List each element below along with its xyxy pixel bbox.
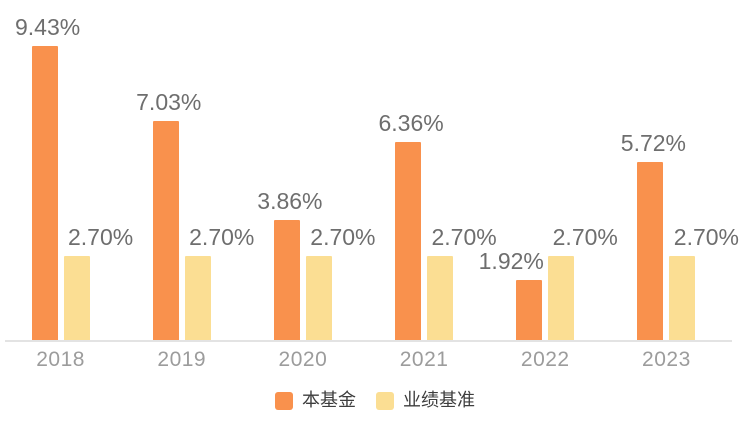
legend: 本基金 业绩基准 [0,389,750,413]
fund-value-label: 5.72% [620,129,687,156]
benchmark-bar [63,255,90,340]
fund-value-label: 1.92% [478,248,544,275]
fund-bar [637,161,664,340]
benchmark-bar [669,255,696,340]
plot-area: 9.43% 2.70% 7.03% 2.70% 3.86% 2.70% 6.36% 2.70%… [5,13,739,342]
x-axis-tick-label: 2022 [520,348,570,371]
x-axis-tick-label: 2018 [36,348,85,371]
legend-label: 业绩基准 [403,390,475,411]
fund-value-label: 9.43% [14,13,81,40]
benchmark-value-label: 2.70% [673,223,740,250]
benchmark-value-label: 2.70% [189,223,255,250]
legend-label: 本基金 [302,390,356,411]
fund-bar [31,45,58,340]
legend-item-fund: 本基金 [275,390,356,412]
x-axis-tick-label: 2019 [157,348,207,371]
fund-value-label: 3.86% [257,187,323,214]
benchmark-bar [548,255,575,340]
fund-value-label: 6.36% [378,109,444,136]
fund-bar [273,219,300,340]
benchmark-legend-swatch-icon [376,392,394,410]
fund-legend-swatch-icon [275,392,293,410]
fund-bar [395,141,422,340]
benchmark-value-label: 2.70% [310,223,376,250]
x-axis-line [5,340,732,342]
x-axis-tick-label: 2020 [278,348,328,371]
benchmark-bar [305,255,332,340]
fund-bar [152,120,179,340]
legend-item-benchmark: 业绩基准 [376,390,475,412]
x-axis-tick-label: 2021 [399,348,449,371]
benchmark-bar [427,255,454,340]
benchmark-value-label: 2.70% [67,223,134,250]
fund-bar [516,280,543,340]
benchmark-value-label: 2.70% [552,223,618,250]
fund-value-label: 7.03% [136,88,202,115]
benchmark-bar [184,255,211,340]
benchmark-value-label: 2.70% [431,223,497,250]
x-axis-tick-label: 2023 [642,348,691,371]
